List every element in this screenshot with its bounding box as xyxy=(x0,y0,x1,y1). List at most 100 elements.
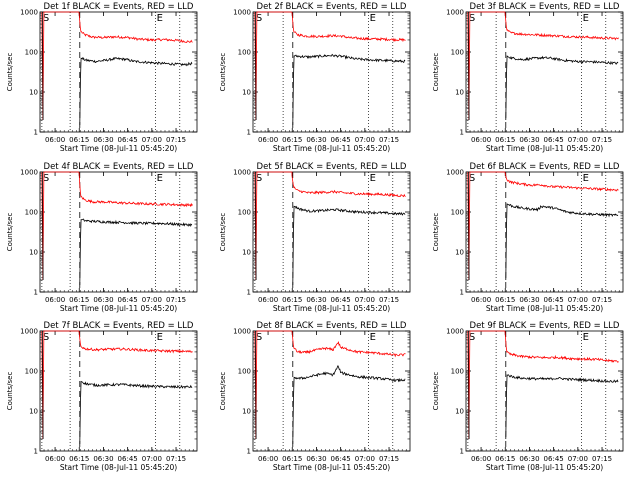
plot-frame xyxy=(39,11,198,133)
x-tick-label: 07:15 xyxy=(379,136,399,144)
plot-frame xyxy=(465,171,624,293)
panel-det-5: Det 5f BLACK = Events, RED = LLD Counts/s… xyxy=(219,162,411,313)
x-tick-label: 06:45 xyxy=(544,136,564,144)
x-tick-label: 06:00 xyxy=(258,296,278,304)
y-tick-label: 1000 xyxy=(446,328,464,336)
x-tick-label: 06:00 xyxy=(258,455,278,463)
x-tick-label: 06:00 xyxy=(471,296,491,304)
x-tick-label: 06:45 xyxy=(544,296,564,304)
y-tick-label: 1000 xyxy=(233,9,251,17)
marker-s: S xyxy=(43,13,49,24)
y-tick-label: 1000 xyxy=(233,328,251,336)
x-axis-label: Start Time (08-Jul-11 05:45:20) xyxy=(486,144,603,153)
x-axis-label: Start Time (08-Jul-11 05:45:20) xyxy=(486,304,603,313)
x-tick-label: 06:45 xyxy=(331,455,351,463)
y-tick-label: 1 xyxy=(34,448,38,456)
y-axis-label: Counts/sec xyxy=(6,53,14,92)
x-tick-label: 06:30 xyxy=(93,296,113,304)
y-tick-label: 10 xyxy=(455,249,464,257)
marker-e: E xyxy=(583,173,589,184)
x-tick-label: 07:00 xyxy=(142,296,162,304)
y-axis-label: Counts/sec xyxy=(6,372,14,411)
x-tick-label: 07:00 xyxy=(142,136,162,144)
x-tick-label: 06:30 xyxy=(519,296,539,304)
x-tick-label: 06:00 xyxy=(471,136,491,144)
x-tick-label: 07:00 xyxy=(355,296,375,304)
x-tick-label: 06:30 xyxy=(519,136,539,144)
marker-s: S xyxy=(469,13,475,24)
series-lld-red xyxy=(254,171,406,280)
panel-title: Det 1f BLACK = Events, RED = LLD xyxy=(44,2,194,12)
y-tick-label: 1 xyxy=(34,289,38,297)
x-tick-label: 06:00 xyxy=(45,296,65,304)
x-axis-label: Start Time (08-Jul-11 05:45:20) xyxy=(273,304,390,313)
x-axis-label: Start Time (08-Jul-11 05:45:20) xyxy=(60,304,177,313)
panel-title: Det 9f BLACK = Events, RED = LLD xyxy=(470,321,620,331)
x-tick-label: 06:45 xyxy=(331,136,351,144)
series-lld-red xyxy=(254,11,406,120)
x-tick-label: 06:15 xyxy=(69,296,89,304)
y-tick-label: 10 xyxy=(242,249,251,257)
marker-e: E xyxy=(370,173,376,184)
y-tick-label: 100 xyxy=(25,49,38,57)
y-tick-label: 10 xyxy=(242,89,251,97)
panel-det-7: Det 7f BLACK = Events, RED = LLD Counts/s… xyxy=(6,321,198,472)
x-tick-label: 06:15 xyxy=(282,296,302,304)
series-lld-red xyxy=(41,171,193,280)
x-tick-label: 06:45 xyxy=(544,455,564,463)
panel-title: Det 5f BLACK = Events, RED = LLD xyxy=(257,162,407,172)
series-lld-red xyxy=(467,171,619,280)
panel-title: Det 7f BLACK = Events, RED = LLD xyxy=(44,321,194,331)
x-tick-label: 06:15 xyxy=(282,136,302,144)
y-tick-label: 100 xyxy=(238,209,251,217)
y-tick-label: 1 xyxy=(460,129,464,137)
series-events-black xyxy=(254,171,406,285)
y-axis-label: Counts/sec xyxy=(432,53,440,92)
y-tick-label: 1000 xyxy=(233,169,251,177)
plot-frame xyxy=(465,11,624,133)
x-tick-label: 06:45 xyxy=(331,296,351,304)
marker-e: E xyxy=(583,13,589,24)
y-tick-label: 100 xyxy=(25,368,38,376)
y-tick-label: 10 xyxy=(29,408,38,416)
panel-det-2: Det 2f BLACK = Events, RED = LLD Counts/s… xyxy=(219,2,411,153)
plot-frame xyxy=(252,330,411,452)
panel-det-1: Det 1f BLACK = Events, RED = LLD Counts/s… xyxy=(6,2,198,153)
x-tick-label: 06:30 xyxy=(306,136,326,144)
x-tick-label: 07:15 xyxy=(592,136,612,144)
series-events-black xyxy=(254,330,406,444)
marker-s: S xyxy=(43,332,49,343)
marker-e: E xyxy=(157,332,163,343)
y-tick-label: 100 xyxy=(238,49,251,57)
marker-s: S xyxy=(256,173,262,184)
y-tick-label: 1000 xyxy=(20,169,38,177)
x-axis-label: Start Time (08-Jul-11 05:45:20) xyxy=(273,463,390,472)
x-tick-label: 07:00 xyxy=(142,455,162,463)
x-tick-label: 06:30 xyxy=(306,455,326,463)
series-lld-red xyxy=(467,11,619,120)
x-tick-label: 06:15 xyxy=(282,455,302,463)
x-tick-label: 06:30 xyxy=(93,455,113,463)
x-tick-label: 06:00 xyxy=(45,136,65,144)
plot-frame xyxy=(39,330,198,452)
marker-s: S xyxy=(469,173,475,184)
x-tick-label: 07:15 xyxy=(592,296,612,304)
series-lld-red xyxy=(41,11,193,120)
series-events-black xyxy=(254,11,406,125)
x-tick-label: 07:00 xyxy=(568,136,588,144)
x-tick-label: 07:15 xyxy=(379,455,399,463)
series-events-black xyxy=(467,11,619,120)
plot-frame xyxy=(39,171,198,293)
series-events-black xyxy=(41,11,193,125)
y-tick-label: 10 xyxy=(455,89,464,97)
x-tick-label: 06:15 xyxy=(495,296,515,304)
x-tick-label: 06:00 xyxy=(471,455,491,463)
y-tick-label: 1 xyxy=(34,129,38,137)
marker-e: E xyxy=(370,332,376,343)
x-tick-label: 06:15 xyxy=(69,136,89,144)
x-axis-label: Start Time (08-Jul-11 05:45:20) xyxy=(273,144,390,153)
x-tick-label: 07:00 xyxy=(568,296,588,304)
panel-title: Det 8f BLACK = Events, RED = LLD xyxy=(257,321,407,331)
marker-s: S xyxy=(43,173,49,184)
